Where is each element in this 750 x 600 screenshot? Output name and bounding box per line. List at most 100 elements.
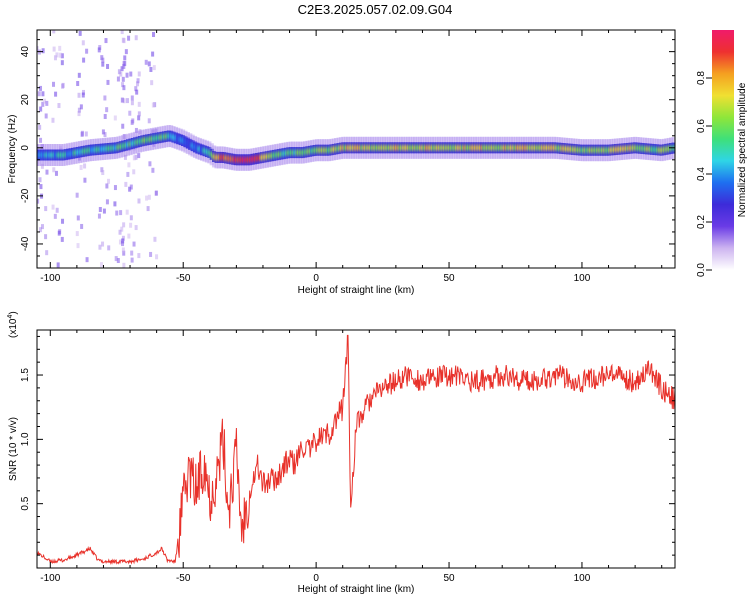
heatmap-noise-cell — [107, 245, 111, 251]
heatmap-core-cell — [518, 145, 523, 151]
heatmap-core-cell — [558, 145, 564, 151]
heatmap-core-cell — [68, 151, 73, 157]
x-tick-label: 100 — [574, 573, 591, 584]
heatmap-core-cell — [58, 152, 64, 158]
heatmap-noise-cell — [55, 207, 59, 213]
heatmap-core-cell — [157, 135, 162, 141]
heatmap-noise-cell — [124, 181, 128, 187]
heatmap-core-cell — [197, 146, 202, 152]
heatmap-core-cell — [570, 146, 576, 152]
heatmap-core-cell — [37, 152, 42, 158]
heatmap-noise-cell — [151, 129, 155, 135]
heatmap-core-cell — [578, 147, 583, 153]
heatmap-core-cell — [180, 137, 186, 144]
heatmap-core-cell — [625, 145, 631, 152]
heatmap-noise-cell — [153, 236, 157, 242]
heatmap-core-cell — [173, 135, 178, 141]
heatmap-core-cell — [396, 145, 401, 151]
heatmap-core-cell — [281, 151, 286, 157]
heatmap-noise-cell — [147, 194, 151, 200]
heatmap-noise-cell — [137, 101, 141, 107]
x-tick-label: -100 — [40, 273, 60, 284]
heatmap-core-cell — [446, 145, 451, 151]
heatmap-core-cell — [405, 145, 411, 151]
heatmap-core-cell — [142, 137, 147, 143]
heatmap-core-cell — [654, 147, 659, 153]
heatmap-core-cell — [393, 145, 399, 151]
heatmap-core-cell — [384, 145, 389, 151]
heatmap-noise-cell — [52, 30, 56, 34]
heatmap-core-cell — [441, 145, 446, 151]
heatmap-core-cell — [87, 147, 92, 153]
heatmap-core-cell — [176, 136, 181, 142]
x-tick-label: -50 — [176, 273, 191, 284]
heatmap-core-cell — [145, 137, 150, 143]
heatmap-noise-cell — [37, 46, 39, 52]
heatmap-core-cell — [286, 150, 291, 156]
heatmap-noise-cell — [101, 170, 105, 176]
heatmap-noise-cell — [77, 107, 81, 113]
heatmap-noise-cell — [78, 30, 82, 36]
heatmap-core-cell — [465, 145, 470, 151]
heatmap-core-cell — [75, 149, 80, 156]
heatmap-core-cell — [279, 151, 284, 157]
svg-text:(x104): (x104) — [7, 311, 19, 338]
heatmap-core-cell — [61, 152, 66, 158]
snr-ylabel: SNR (10 * v/v) — [8, 417, 19, 481]
y-tick-label: 0 — [20, 145, 31, 151]
heatmap-noise-cell — [116, 258, 120, 264]
heatmap-core-cell — [262, 154, 267, 160]
heatmap-noise-cell — [101, 61, 105, 67]
heatmap-noise-cell — [60, 236, 64, 242]
heatmap-core-cell — [544, 145, 549, 151]
heatmap-noise-cell — [148, 161, 152, 167]
heatmap-noise-cell — [134, 127, 138, 133]
heatmap-core-cell — [247, 157, 253, 163]
heatmap-core-cell — [204, 148, 210, 155]
heatmap-noise-cell — [80, 223, 84, 229]
heatmap-core-cell — [133, 140, 138, 146]
y-tick-label: 1.5 — [20, 368, 31, 382]
heatmap-noise-cell — [126, 171, 130, 177]
heatmap-core-cell — [463, 145, 468, 151]
heatmap-core-cell — [274, 152, 279, 158]
heatmap-noise-cell — [154, 128, 158, 134]
heatmap-core-cell — [106, 145, 111, 152]
heatmap-core-cell — [618, 146, 623, 152]
colorbar-tick-label: 0.4 — [696, 167, 707, 181]
heatmap-core-cell — [159, 134, 164, 140]
heatmap-core-cell — [523, 145, 528, 151]
heatmap-core-cell — [549, 145, 554, 151]
heatmap-core-cell — [63, 152, 68, 158]
heatmap-core-cell — [575, 147, 580, 153]
heatmap-noise-cell — [137, 253, 141, 259]
heatmap-noise-cell — [151, 167, 155, 173]
heatmap-noise-cell — [39, 184, 43, 190]
heatmap-core-cell — [116, 144, 121, 150]
heatmap-core-cell — [259, 155, 265, 161]
snr-frame — [36, 329, 676, 569]
heatmap-noise-cell — [53, 213, 57, 219]
heatmap-noise-cell — [122, 85, 126, 91]
heatmap-noise-cell — [56, 262, 60, 268]
heatmap-core-cell — [561, 145, 566, 152]
heatmap-noise-cell — [152, 65, 156, 71]
heatmap-noise-cell — [60, 60, 64, 66]
heatmap-noise-cell — [52, 46, 56, 52]
heatmap-core-cell — [171, 134, 176, 140]
heatmap-core-cell — [233, 157, 238, 163]
heatmap-noise-cell — [60, 53, 64, 59]
heatmap-noise-cell — [54, 170, 58, 176]
heatmap-core-cell — [307, 148, 312, 154]
heatmap-core-cell — [70, 150, 76, 156]
heatmap-core-cell — [434, 145, 439, 151]
heatmap-core-cell — [149, 136, 155, 142]
heatmap-noise-cell — [80, 130, 84, 136]
heatmap-core-cell — [436, 145, 442, 151]
heatmap-core-cell — [580, 147, 585, 153]
heatmap-core-cell — [209, 151, 214, 157]
heatmap-noise-cell — [124, 49, 128, 55]
heatmap-core-cell — [255, 155, 260, 162]
heatmap-core-cell — [49, 152, 54, 158]
colorbar-tick-label: 0.0 — [696, 263, 707, 277]
